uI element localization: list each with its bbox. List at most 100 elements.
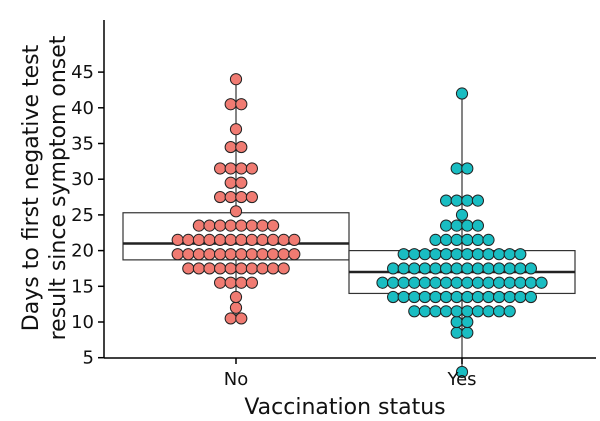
data-point [524,262,538,275]
y-tick-label: 30 [71,169,94,190]
data-point [461,248,474,261]
data-point [277,233,290,246]
data-point [450,248,463,261]
data-point [182,262,195,275]
data-point [397,248,410,261]
data-point [229,290,243,304]
data-point [471,233,484,246]
data-point [461,315,474,329]
data-point [214,190,227,204]
data-point [482,290,495,304]
data-point [229,301,243,314]
data-point [440,290,453,304]
data-point [256,233,269,246]
data-point [503,290,516,304]
data-point [471,248,484,261]
data-point [235,176,248,189]
data-point [235,276,248,289]
data-point [461,305,474,318]
data-point [387,290,400,304]
y-tick-label: 45 [71,62,94,83]
data-point [503,248,516,261]
y-tick-label: 25 [71,205,94,226]
y-axis: 5 10 15 20 25 30 35 40 45 [71,20,105,369]
data-point [471,305,484,318]
data-point [450,315,463,329]
data-point [493,262,506,275]
data-point [288,248,301,261]
data-point [429,276,442,289]
data-point [277,262,290,275]
data-point [214,248,227,261]
data-point [450,233,463,246]
data-point [397,276,410,289]
data-point [493,305,506,318]
data-point [235,140,248,154]
data-point [235,219,248,232]
data-point [524,276,538,289]
data-point [192,233,205,246]
data-point [524,290,538,304]
data-point [397,290,410,304]
data-point [471,219,484,232]
data-point [493,248,506,261]
data-point [267,262,280,275]
data-point [408,305,421,318]
data-point [235,190,248,204]
data-point [471,194,484,207]
data-point [440,219,453,232]
y-axis-title: Days to first negative test result since… [19,35,71,340]
data-point [256,262,269,275]
data-point [245,162,258,175]
data-point [450,194,463,207]
data-point [482,248,495,261]
y-tick-label: 10 [71,312,94,333]
data-point [224,233,237,246]
data-point [418,248,431,261]
data-point [471,290,484,304]
data-point [182,233,195,246]
data-point [482,276,495,289]
data-point [471,276,484,289]
data-point [214,219,227,232]
data-point [192,262,205,275]
x-tick-label: Yes [446,369,476,390]
data-point [450,276,463,289]
data-point [267,233,280,246]
data-point [235,312,248,325]
dots-layer [171,73,548,379]
data-point [440,262,453,275]
data-point [235,248,248,261]
data-point [408,290,421,304]
data-point [455,87,469,100]
data-point [171,233,184,246]
data-point [245,276,258,289]
data-point [440,305,453,318]
data-point [418,276,431,289]
data-point [471,262,484,275]
data-point [214,262,227,275]
data-point [245,248,258,261]
data-point [429,290,442,304]
data-point [461,194,474,207]
data-point [461,219,474,232]
data-point [429,233,442,246]
y-tick-label: 20 [71,241,94,262]
data-point [224,312,237,325]
data-point [376,276,389,289]
data-point [408,276,421,289]
y-axis-title-line-2: result since symptom onset [46,35,71,340]
data-point [224,248,237,261]
data-point [235,162,248,175]
data-point [418,305,431,318]
data-point [214,162,227,175]
data-point [514,276,527,289]
data-point [387,262,400,275]
y-tick-label: 5 [83,348,94,369]
data-point [224,262,237,275]
data-point [182,248,195,261]
data-point [397,262,410,275]
data-point [245,190,258,204]
data-point [429,248,442,261]
data-point [224,276,237,289]
